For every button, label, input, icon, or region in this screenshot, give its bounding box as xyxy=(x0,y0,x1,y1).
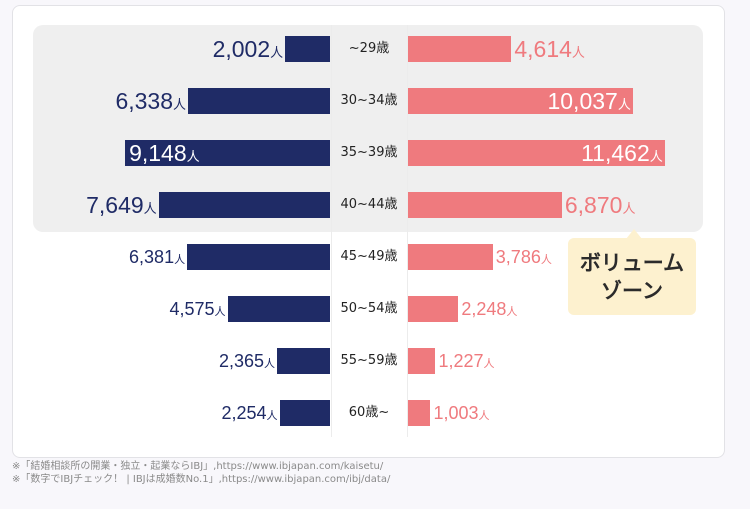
category-label: 50~54歳 xyxy=(340,301,398,316)
category-label: 60歳~ xyxy=(348,405,390,420)
bar-left xyxy=(227,296,330,322)
value-label-right: 10,037人 xyxy=(547,88,631,114)
category-label: ~29歳 xyxy=(348,41,390,56)
footnote: ※「結婚相談所の開業・独立・起業ならIBJ」,https://www.ibjap… xyxy=(12,461,384,472)
value-label-left: 2,365人 xyxy=(218,351,276,371)
axis-line-right xyxy=(407,25,408,437)
bar-left xyxy=(125,140,330,166)
volume-zone-label: ボリューム ゾーン xyxy=(568,238,696,315)
value-label-right: 6,870人 xyxy=(564,192,636,218)
value-label-left: 6,381人 xyxy=(129,247,186,267)
value-label-left: 4,575人 xyxy=(169,299,226,319)
footnote: ※「数字でIBJチェック！ | IBJは成婚数No.1」,https://www… xyxy=(12,474,391,485)
bar-left xyxy=(279,400,330,426)
bar-right xyxy=(408,400,431,426)
value-label-right: 2,248人 xyxy=(461,299,518,319)
category-label: 35~39歳 xyxy=(340,145,398,160)
bar-left xyxy=(187,244,330,270)
value-label-left: 6,338人 xyxy=(115,88,187,114)
bar-right xyxy=(408,140,665,166)
bar-left xyxy=(277,348,330,374)
axis-line-left xyxy=(331,25,332,437)
value-label-right: 4,614人 xyxy=(514,36,585,62)
value-label-right: 1,227人 xyxy=(438,351,495,371)
value-label-left: 2,254人 xyxy=(221,403,278,423)
bar-left xyxy=(188,88,330,114)
bar-right xyxy=(408,348,436,374)
bar-right xyxy=(408,88,633,114)
bar-right xyxy=(408,192,562,218)
callout-pointer xyxy=(626,229,642,239)
bar-right xyxy=(408,36,512,62)
bar-left xyxy=(158,192,330,218)
value-label-left: 9,148人 xyxy=(129,140,200,166)
value-label-left: 2,002人 xyxy=(212,36,284,62)
value-label-right: 11,462人 xyxy=(581,140,663,166)
value-label-left: 7,649人 xyxy=(86,192,157,218)
bar-right xyxy=(408,244,493,270)
category-label: 55~59歳 xyxy=(340,353,398,368)
category-label: 30~34歳 xyxy=(340,93,398,108)
bar-right xyxy=(408,296,459,322)
value-label-right: 1,003人 xyxy=(433,403,490,423)
value-label-right: 3,786人 xyxy=(495,247,552,267)
category-label: 45~49歳 xyxy=(340,249,398,264)
volume-zone-highlight xyxy=(33,25,703,232)
bar-left xyxy=(285,36,330,62)
category-label: 40~44歳 xyxy=(340,197,398,212)
footnotes: ※「結婚相談所の開業・独立・起業ならIBJ」,https://www.ibjap… xyxy=(12,460,390,486)
